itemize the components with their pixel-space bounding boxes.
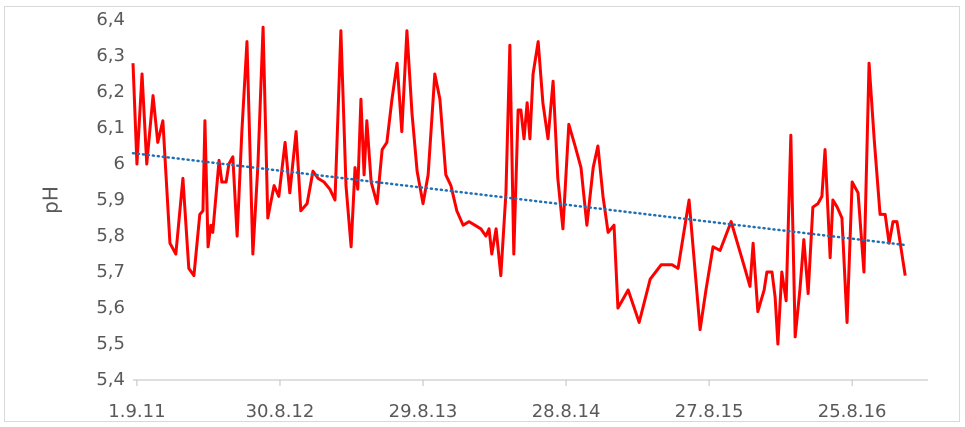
y-tick-label: 6,2: [96, 81, 125, 102]
x-tick-label: 25.8.16: [818, 401, 887, 422]
y-tick-label: 5,5: [96, 333, 125, 354]
trend-line: [131, 151, 907, 247]
y-tick-label: 5,6: [96, 297, 125, 318]
y-tick-label: 5,8: [96, 225, 125, 246]
data-line: [131, 25, 907, 346]
x-tick-label: 1.9.11: [108, 401, 165, 422]
x-tick-label: 29.8.13: [389, 401, 458, 422]
y-tick-label: 5,4: [96, 369, 125, 390]
y-tick-label: 6: [114, 153, 125, 174]
y-tick-label: 5,7: [96, 261, 125, 282]
x-tick-label: 28.8.14: [532, 401, 601, 422]
y-tick-label: 6,1: [96, 117, 125, 138]
y-tick-label: 5,9: [96, 189, 125, 210]
x-tick-label: 27.8.15: [675, 401, 744, 422]
y-tick-label: 6,3: [96, 45, 125, 66]
chart-border: [4, 6, 960, 422]
y-tick-label: 6,4: [96, 9, 125, 30]
y-axis-label: pH: [39, 186, 63, 214]
x-tick-label: 30.8.12: [246, 401, 315, 422]
